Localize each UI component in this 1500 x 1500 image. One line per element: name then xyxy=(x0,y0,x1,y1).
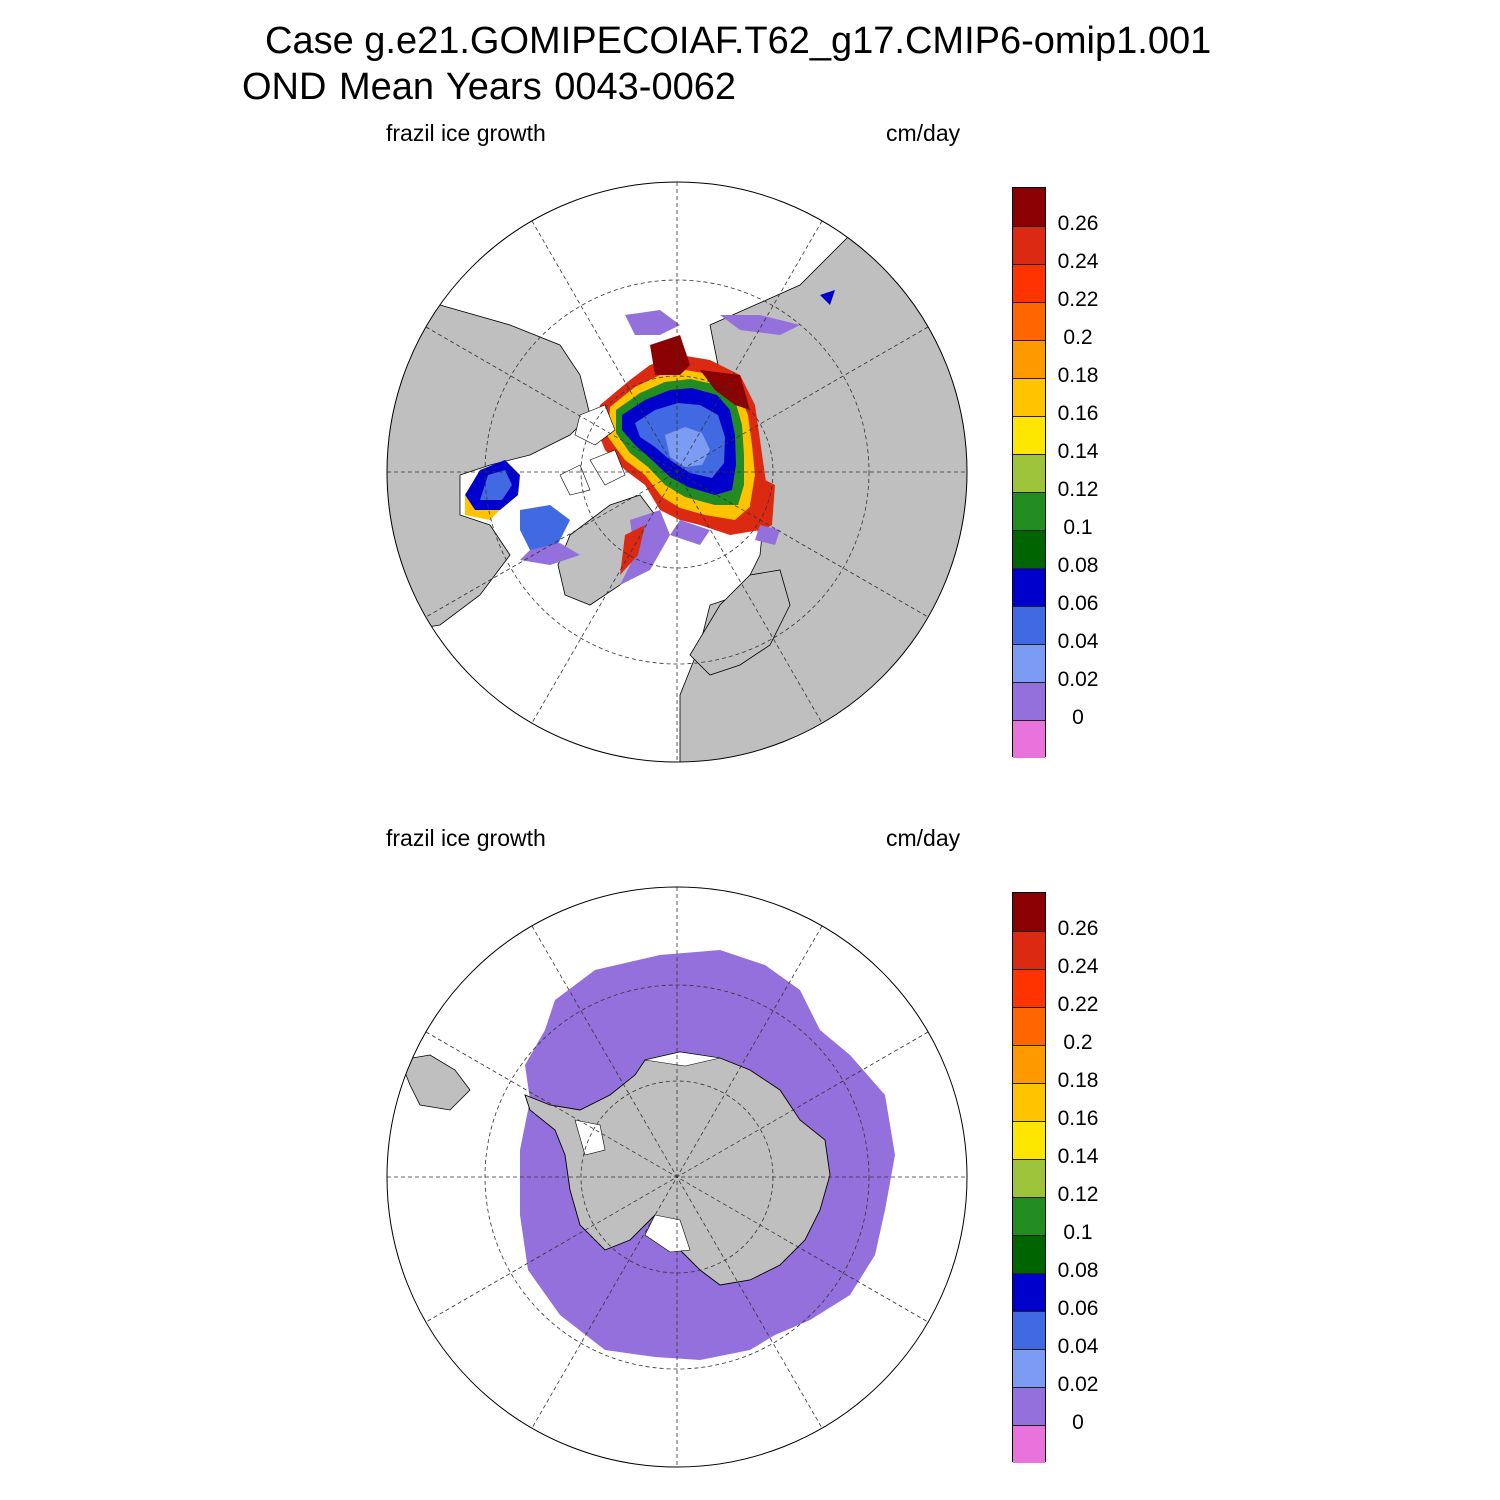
north-colorbar-tick-label: 0.2 xyxy=(1063,326,1093,349)
south-colorbar-tick-label: 0.26 xyxy=(1057,917,1099,940)
south-colorbar-tick-label: 0.2 xyxy=(1063,1031,1093,1054)
arctic-frazil-field xyxy=(595,335,780,585)
north-colorbar-tick-label: 0.18 xyxy=(1057,364,1099,387)
north-colorbar-tick-label: 0.06 xyxy=(1057,592,1099,615)
south-colorbar-segment xyxy=(1013,1121,1045,1159)
north-polar-map xyxy=(386,181,968,763)
north-colorbar-tick-label: 0 xyxy=(1072,706,1084,729)
south-graticule xyxy=(387,887,967,1467)
north-colorbar-tick-label: 0.26 xyxy=(1057,212,1099,235)
south-colorbar-segment xyxy=(1013,1311,1045,1349)
hudson-bay-frazil xyxy=(465,460,520,520)
north-colorbar-tick-label: 0.02 xyxy=(1057,668,1099,691)
north-colorbar-segment xyxy=(1013,644,1045,682)
north-colorbar-segment xyxy=(1013,454,1045,492)
south-colorbar xyxy=(1012,892,1046,1463)
south-colorbar-segment xyxy=(1013,1045,1045,1083)
south-colorbar-tick-label: 0.14 xyxy=(1057,1145,1099,1168)
north-units-label: cm/day xyxy=(886,120,961,146)
north-colorbar-segment xyxy=(1013,682,1045,720)
north-colorbar-tick-label: 0.16 xyxy=(1057,402,1099,425)
south-colorbar-tick-label: 0.08 xyxy=(1057,1259,1099,1282)
south-colorbar-segment xyxy=(1013,1083,1045,1121)
north-colorbar-segment xyxy=(1013,188,1045,226)
south-colorbar-tick-label: 0 xyxy=(1072,1411,1084,1434)
south-colorbar-segment xyxy=(1013,969,1045,1007)
north-colorbar-tick-label: 0.22 xyxy=(1057,288,1099,311)
north-variable-label: frazil ice growth xyxy=(386,120,546,146)
north-colorbar xyxy=(1012,187,1046,758)
south-colorbar-tick-label: 0.04 xyxy=(1057,1335,1099,1358)
south-colorbar-tick-label: 0.18 xyxy=(1057,1069,1099,1092)
south-colorbar-segment xyxy=(1013,1387,1045,1425)
south-colorbar-tick-label: 0.1 xyxy=(1063,1221,1093,1244)
south-variable-label: frazil ice growth xyxy=(386,825,546,851)
north-colorbar-segment xyxy=(1013,378,1045,416)
south-colorbar-segment xyxy=(1013,1425,1045,1463)
north-colorbar-segment xyxy=(1013,530,1045,568)
south-colorbar-segment xyxy=(1013,931,1045,969)
north-colorbar-segment xyxy=(1013,568,1045,606)
north-colorbar-tick-label: 0.24 xyxy=(1057,250,1099,273)
north-colorbar-segment xyxy=(1013,416,1045,454)
north-colorbar-segment xyxy=(1013,264,1045,302)
north-colorbar-tick-label: 0.04 xyxy=(1057,630,1099,653)
south-colorbar-segment xyxy=(1013,893,1045,931)
north-colorbar-segment xyxy=(1013,492,1045,530)
south-colorbar-tick-label: 0.06 xyxy=(1057,1297,1099,1320)
south-colorbar-segment xyxy=(1013,1007,1045,1045)
north-colorbar-tick-label: 0.14 xyxy=(1057,440,1099,463)
south-colorbar-tick-label: 0.16 xyxy=(1057,1107,1099,1130)
south-colorbar-segment xyxy=(1013,1273,1045,1311)
north-colorbar-tick-label: 0.1 xyxy=(1063,516,1093,539)
south-units-label: cm/day xyxy=(886,825,961,851)
north-colorbar-segment xyxy=(1013,340,1045,378)
south-colorbar-tick-label: 0.02 xyxy=(1057,1373,1099,1396)
north-colorbar-tick-label: 0.12 xyxy=(1057,478,1099,501)
north-colorbar-segment xyxy=(1013,302,1045,340)
north-colorbar-segment xyxy=(1013,606,1045,644)
south-colorbar-tick-label: 0.24 xyxy=(1057,955,1099,978)
south-colorbar-tick-label: 0.12 xyxy=(1057,1183,1099,1206)
south-polar-map xyxy=(386,886,968,1468)
south-colorbar-segment xyxy=(1013,1235,1045,1273)
north-america-landmass xyxy=(387,274,591,636)
scandinavia-landmass xyxy=(689,569,791,676)
north-colorbar-segment xyxy=(1013,226,1045,264)
south-colorbar-segment xyxy=(1013,1349,1045,1387)
south-colorbar-segment xyxy=(1013,1197,1045,1235)
north-colorbar-tick-label: 0.08 xyxy=(1057,554,1099,577)
north-colorbar-segment xyxy=(1013,720,1045,758)
south-colorbar-segment xyxy=(1013,1159,1045,1197)
figure-title-case: Case g.e21.GOMIPECOIAF.T62_g17.CMIP6-omi… xyxy=(265,20,1212,62)
south-colorbar-tick-label: 0.22 xyxy=(1057,993,1099,1016)
figure-title-period: OND Mean Years 0043-0062 xyxy=(242,66,736,108)
south-america-tip xyxy=(399,1054,471,1111)
north-graticule xyxy=(387,182,967,762)
